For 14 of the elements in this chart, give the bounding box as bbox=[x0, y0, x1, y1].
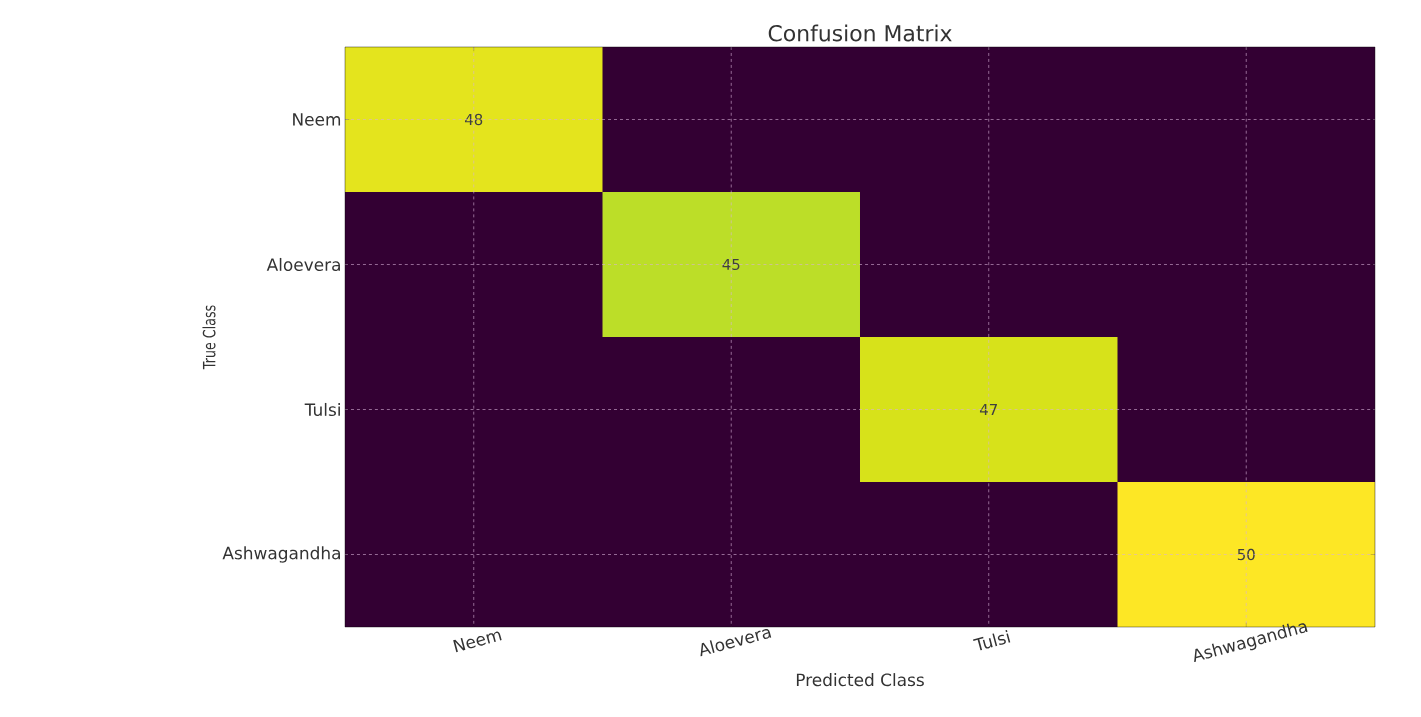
x-axis-title: Predicted Class bbox=[796, 673, 924, 687]
data-label: 50 bbox=[1237, 548, 1255, 561]
data-label: 48 bbox=[464, 113, 483, 126]
y-tick-label: Neem bbox=[293, 113, 341, 126]
data-label: 47 bbox=[979, 404, 997, 415]
y-tick-label: Aloevera bbox=[266, 257, 340, 272]
y-tick-label: Ashwagandha bbox=[222, 546, 340, 563]
x-tick-label: Neem bbox=[453, 631, 502, 653]
y-axis-title: True Class bbox=[202, 305, 216, 370]
data-label: 45 bbox=[722, 258, 740, 271]
x-tick-label: Tulsi bbox=[973, 629, 1011, 651]
chart-title: Confusion Matrix bbox=[768, 24, 952, 42]
y-tick-label: Tulsi bbox=[304, 402, 340, 417]
x-tick-label: Aloevera bbox=[700, 629, 772, 657]
